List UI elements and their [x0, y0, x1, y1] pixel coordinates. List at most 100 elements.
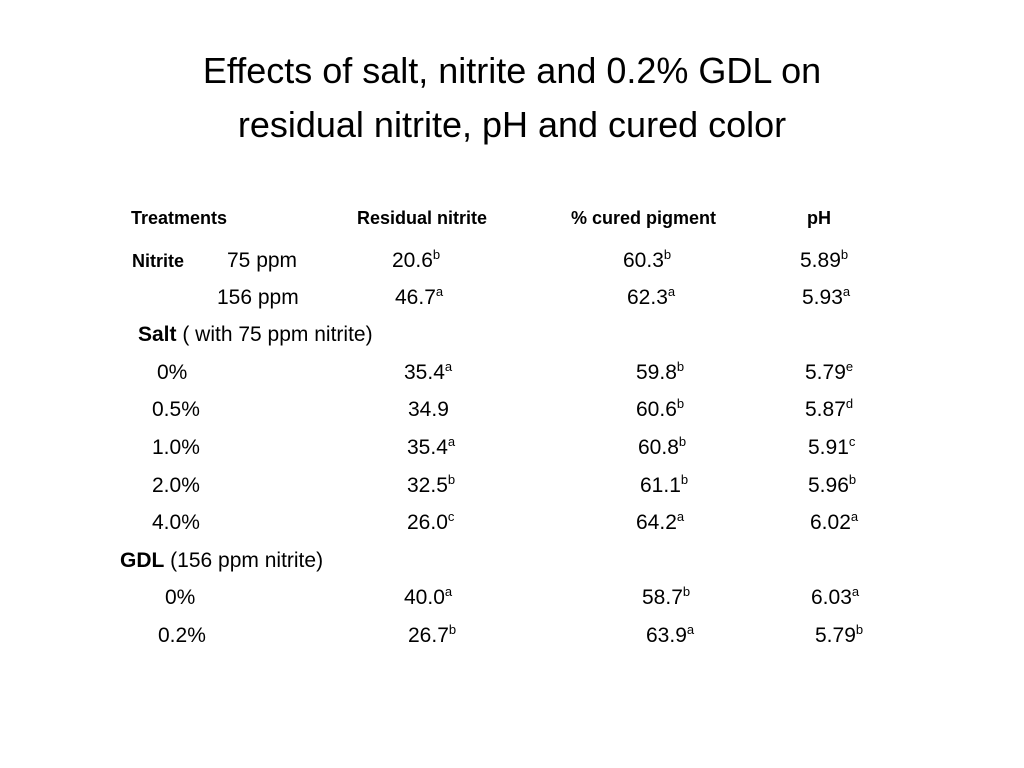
significance-letter: b [447, 472, 456, 487]
data-cell: 26.0c [407, 510, 454, 536]
data-cell: 6.03a [811, 585, 859, 611]
cell-value: 60.6 [636, 398, 677, 421]
data-cell: 60.6b [636, 397, 684, 423]
treatment: 2.0% [152, 474, 200, 497]
cell-value: 26.0 [407, 511, 448, 534]
treatment: 1.0% [152, 436, 200, 459]
data-cell: 6.02a [810, 510, 858, 536]
significance-letter: b [432, 247, 441, 262]
cell-value: 35.4 [404, 361, 445, 384]
treatment: 75 ppm [227, 249, 298, 272]
significance-letter: a [444, 359, 453, 374]
cell-value: 5.79 [805, 361, 846, 384]
data-cell: 5.91c [808, 435, 855, 461]
data-cell: 62.3a [627, 285, 675, 311]
cell-value: 5.79 [815, 624, 856, 647]
significance-letter: a [447, 434, 456, 449]
significance-letter: b [680, 472, 689, 487]
data-cell: 5.89b [800, 248, 848, 274]
significance-letter: a [851, 584, 860, 599]
cell-value: 40.0 [404, 586, 445, 609]
treatment: 0.2% [158, 624, 206, 647]
significance-letter: b [676, 359, 685, 374]
cell-value: 35.4 [407, 436, 448, 459]
cell-value: 64.2 [636, 511, 677, 534]
data-cell: 63.9a [646, 623, 694, 649]
group-label: Nitrite [132, 248, 184, 274]
significance-letter: a [686, 622, 695, 637]
treatment: 0% [165, 586, 196, 609]
data-cell: 5.96b [808, 473, 856, 499]
data-cell: 20.6b [392, 248, 440, 274]
column-header: % cured pigment [571, 208, 717, 228]
cell-value: 5.96 [808, 474, 849, 497]
data-cell: 59.8b [636, 360, 684, 386]
group-note: ( with 75 ppm nitrite) [182, 323, 373, 346]
significance-letter: b [855, 622, 864, 637]
significance-letter: b [682, 584, 691, 599]
data-cell: 64.2a [636, 510, 684, 536]
cell-value: 5.89 [800, 249, 841, 272]
significance-letter: c [447, 509, 455, 524]
significance-letter: b [676, 396, 685, 411]
data-cell: 5.79e [805, 360, 853, 386]
data-cell: 60.8b [638, 435, 686, 461]
treatment: 4.0% [152, 511, 200, 534]
treatment: 156 ppm [217, 286, 299, 309]
cell-value: 6.03 [811, 586, 852, 609]
significance-letter: a [435, 284, 444, 299]
data-cell: 60.3b [623, 248, 671, 274]
cell-value: 5.91 [808, 436, 849, 459]
cell-value: 63.9 [646, 624, 687, 647]
significance-letter: a [850, 509, 859, 524]
significance-letter: b [663, 247, 672, 262]
data-cell: 26.7b [408, 623, 456, 649]
cell-value: 59.8 [636, 361, 677, 384]
cell-value: 62.3 [627, 286, 668, 309]
group-name: GDL [120, 549, 165, 572]
treatment: 0.5% [152, 398, 200, 421]
data-cell: 35.4a [407, 435, 455, 461]
significance-letter: b [848, 472, 857, 487]
cell-value: 5.87 [805, 398, 846, 421]
cell-value: 58.7 [642, 586, 683, 609]
cell-value: 61.1 [640, 474, 681, 497]
data-cell: 5.79b [815, 623, 863, 649]
data-cell: 5.87d [805, 397, 853, 423]
data-cell: 35.4a [404, 360, 452, 386]
data-cell: 61.1b [640, 473, 688, 499]
cell-value: 60.3 [623, 249, 664, 272]
cell-value: 6.02 [810, 511, 851, 534]
significance-letter: b [448, 622, 457, 637]
significance-letter: a [842, 284, 851, 299]
data-cell: 5.93a [802, 285, 850, 311]
cell-value: 26.7 [408, 624, 449, 647]
cell-value: 34.9 [408, 398, 449, 421]
group-label: Salt ( with 75 ppm nitrite) [138, 322, 373, 348]
column-header: Treatments [131, 208, 228, 228]
treatment: 0% [157, 361, 188, 384]
data-cell: 58.7b [642, 585, 690, 611]
group-note: (156 ppm nitrite) [170, 549, 324, 572]
slide-title: Effects of salt, nitrite and 0.2% GDL on… [202, 50, 822, 145]
column-header: Residual nitrite [357, 208, 488, 228]
cell-value: 32.5 [407, 474, 448, 497]
significance-letter: c [848, 434, 856, 449]
data-cell: 32.5b [407, 473, 455, 499]
cell-value: 20.6 [392, 249, 433, 272]
column-header: pH [807, 208, 831, 228]
group-label: GDL (156 ppm nitrite) [120, 548, 323, 574]
data-cell: 34.9 [408, 397, 449, 423]
cell-value: 60.8 [638, 436, 679, 459]
data-cell: 40.0a [404, 585, 452, 611]
cell-value: 5.93 [802, 286, 843, 309]
cell-value: 46.7 [395, 286, 436, 309]
group-name: Salt [138, 323, 177, 346]
significance-letter: a [676, 509, 685, 524]
data-cell: 46.7a [395, 285, 443, 311]
significance-letter: a [444, 584, 453, 599]
significance-letter: b [678, 434, 687, 449]
significance-letter: a [667, 284, 676, 299]
significance-letter: e [845, 359, 854, 374]
